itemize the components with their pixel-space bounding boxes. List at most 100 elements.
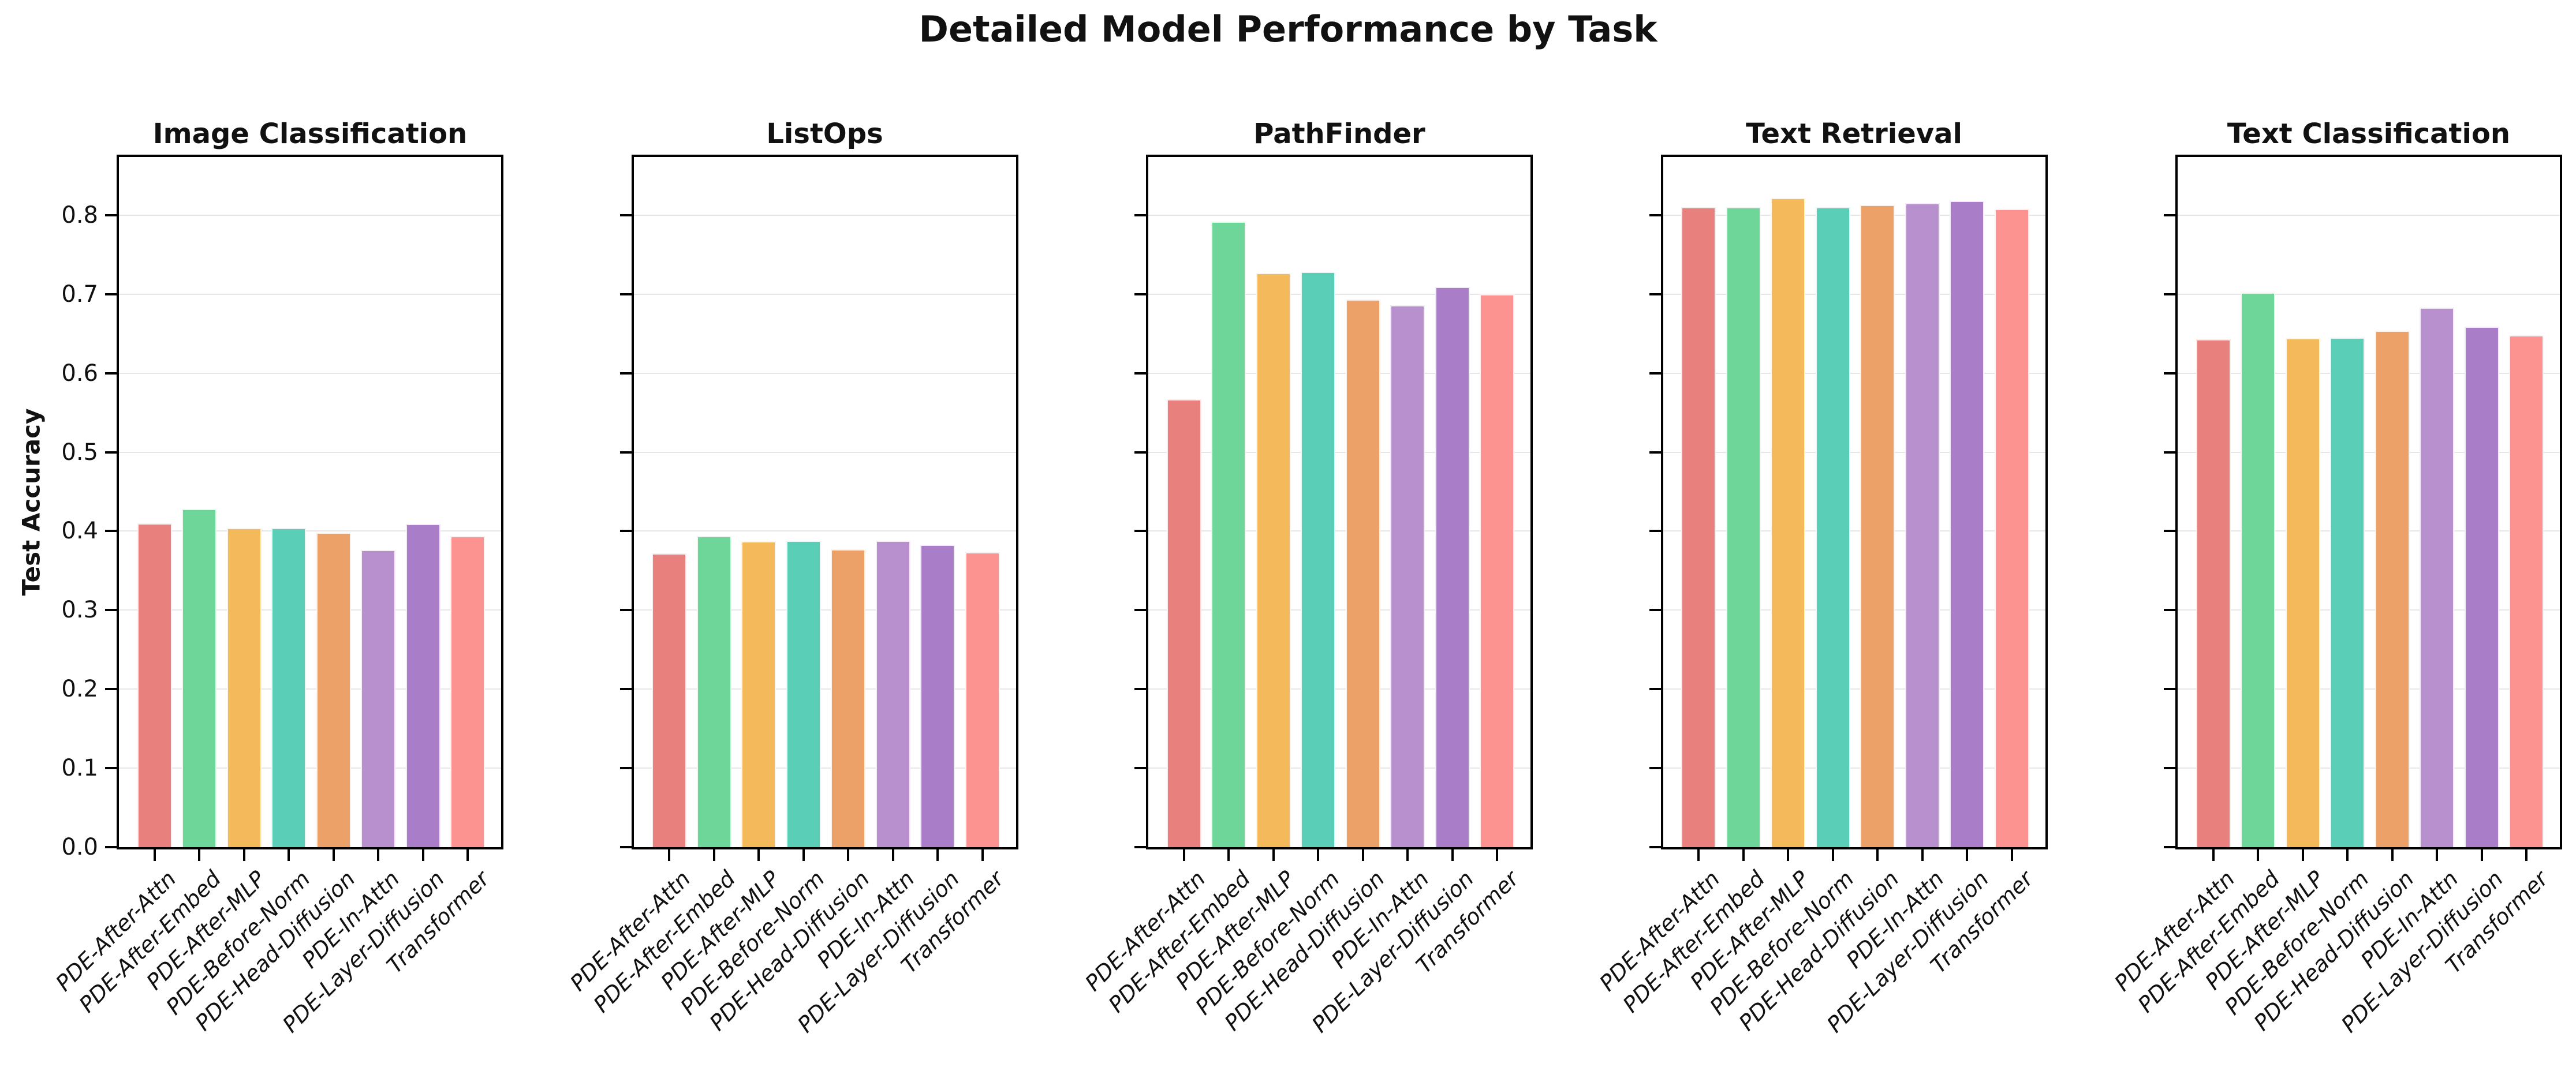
y-tick-mark [619,609,632,612]
gridline-0.4 [1148,530,1530,532]
y-tick-mark [1134,846,1146,848]
subplot-pathfinder [1146,155,1533,849]
x-tick-mark [1317,849,1319,861]
y-tick-mark [2164,688,2175,691]
x-tick-mark [936,849,939,861]
gridline-0.7 [633,293,1016,295]
bar-listops-5 [875,541,910,847]
bar-image-classification-7 [450,536,485,847]
bar-listops-4 [831,549,865,847]
bar-image-classification-0 [137,523,172,847]
y-tick-mark [619,372,632,375]
x-tick-mark [668,849,670,861]
x-tick-mark [1921,849,1924,861]
bar-pathfinder-7 [1480,294,1514,847]
x-tick-mark [2212,849,2215,861]
x-tick-mark [377,849,379,861]
y-tick-mark [105,767,117,770]
y-tick-mark [2164,214,2175,216]
subplot-title-text-classification: Text Classification [2227,118,2511,150]
y-tick-mark [2164,530,2175,533]
bar-pathfinder-2 [1256,273,1291,847]
gridline-0.6 [119,372,501,374]
gridline-0.5 [633,451,1016,453]
bar-text-classification-0 [2196,339,2231,847]
bar-text-retrieval-5 [1905,203,1940,847]
gridline-0.1 [119,768,501,769]
gridline-0.7 [2178,293,2560,295]
gridline-0.3 [1663,609,2045,611]
x-tick-mark [1496,849,1498,861]
y-tick-mark [619,767,632,770]
y-tick-mark [619,688,632,691]
bar-image-classification-1 [182,509,216,847]
y-tick-label: 0.5 [61,439,98,466]
y-tick-mark [1649,530,1661,533]
gridline-0.7 [119,293,501,295]
y-tick-mark [1649,214,1661,216]
x-tick-mark [1697,849,1700,861]
bar-text-classification-3 [2330,338,2365,847]
y-tick-label: 0.2 [61,676,98,703]
x-tick-mark [242,849,245,861]
gridline-0.4 [119,530,501,532]
y-tick-mark [1134,688,1146,691]
gridline-0.1 [633,768,1016,769]
x-tick-mark [1361,849,1364,861]
y-tick-mark [1649,451,1661,454]
y-tick-mark [2164,293,2175,295]
y-tick-label: 0.0 [61,834,98,860]
y-tick-mark [1649,767,1661,770]
gridline-0.6 [1663,372,2045,374]
y-tick-mark [1649,846,1661,848]
y-tick-mark [2164,609,2175,612]
gridline-0.7 [1663,293,2045,295]
bar-image-classification-6 [405,524,440,847]
x-tick-mark [1966,849,1968,861]
gridline-0.6 [2178,372,2560,374]
gridline-0.7 [1148,293,1530,295]
bar-text-retrieval-7 [1994,209,2029,847]
x-tick-mark [198,849,200,861]
x-tick-mark [1182,849,1185,861]
x-tick-mark [1227,849,1230,861]
bar-text-classification-4 [2375,331,2410,847]
y-tick-mark [1649,372,1661,375]
gridline-0.4 [2178,530,2560,532]
y-tick-mark [105,609,117,612]
x-tick-mark [2391,849,2394,861]
y-tick-mark [1649,609,1661,612]
bar-image-classification-3 [271,528,306,847]
x-tick-mark [712,849,715,861]
gridline-0.4 [633,530,1016,532]
y-tick-label: 0.7 [61,280,98,308]
x-tick-mark [1406,849,1409,861]
subplot-listops [631,155,1018,849]
x-tick-mark [2346,849,2349,861]
bar-image-classification-4 [316,533,351,847]
bar-listops-1 [696,536,731,847]
y-tick-label: 0.1 [61,755,98,782]
subplot-title-image-classification: Image Classification [152,118,468,150]
gridline-0.2 [1148,688,1530,690]
gridline-0.5 [1663,451,2045,453]
gridline-0.2 [119,688,501,690]
x-tick-mark [1272,849,1275,861]
x-tick-mark [981,849,984,861]
y-tick-mark [105,214,117,216]
y-tick-label: 0.3 [61,597,98,624]
y-tick-mark [1134,767,1146,770]
bar-listops-3 [786,541,821,847]
x-tick-mark [1451,849,1454,861]
x-tick-mark [891,849,894,861]
x-tick-mark [1831,849,1834,861]
gridline-0.3 [1148,609,1530,611]
y-tick-mark [619,530,632,533]
bar-pathfinder-6 [1435,287,1470,847]
subplot-title-pathfinder: PathFinder [1253,118,1425,150]
gridline-0.6 [1148,372,1530,374]
subplot-title-text-retrieval: Text Retrieval [1746,118,1962,150]
bar-listops-0 [652,553,686,847]
gridline-0.6 [633,372,1016,374]
bar-text-retrieval-0 [1681,207,1716,847]
